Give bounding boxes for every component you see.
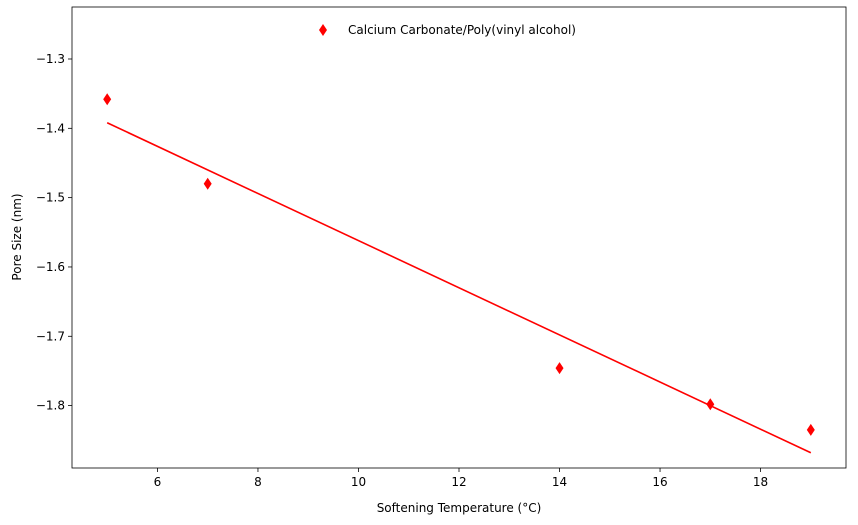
data-point — [806, 423, 815, 436]
x-tick-label: 10 — [351, 475, 366, 489]
y-tick-label: −1.7 — [36, 329, 65, 343]
data-points — [103, 93, 815, 436]
x-tick-label: 18 — [753, 475, 768, 489]
plot-area — [71, 6, 847, 469]
x-axis-label: Softening Temperature (°C) — [377, 501, 542, 515]
data-point — [203, 177, 212, 190]
legend-label: Calcium Carbonate/Poly(vinyl alcohol) — [348, 23, 576, 37]
fit-line — [106, 122, 812, 454]
x-tick-label: 12 — [451, 475, 466, 489]
x-tick-label: 6 — [154, 475, 162, 489]
legend-marker — [319, 24, 327, 36]
fit-line-group — [106, 122, 812, 454]
x-tick-label: 14 — [552, 475, 567, 489]
data-point — [103, 93, 112, 106]
y-tick-label: −1.8 — [36, 399, 65, 413]
y-tick-label: −1.4 — [36, 121, 65, 135]
x-axis-ticks: 6 8 10 12 14 16 18 — [154, 468, 768, 489]
y-tick-label: −1.5 — [36, 191, 65, 205]
y-tick-label: −1.3 — [36, 52, 65, 66]
x-tick-label: 16 — [652, 475, 667, 489]
y-axis-label: Pore Size (nm) — [10, 193, 24, 280]
data-point — [706, 398, 715, 411]
x-tick-label: 8 — [254, 475, 262, 489]
y-axis-ticks: −1.3 −1.4 −1.5 −1.6 −1.7 −1.8 — [36, 52, 72, 413]
data-point — [555, 362, 564, 375]
y-tick-label: −1.6 — [36, 260, 65, 274]
legend: Calcium Carbonate/Poly(vinyl alcohol) — [319, 23, 576, 37]
